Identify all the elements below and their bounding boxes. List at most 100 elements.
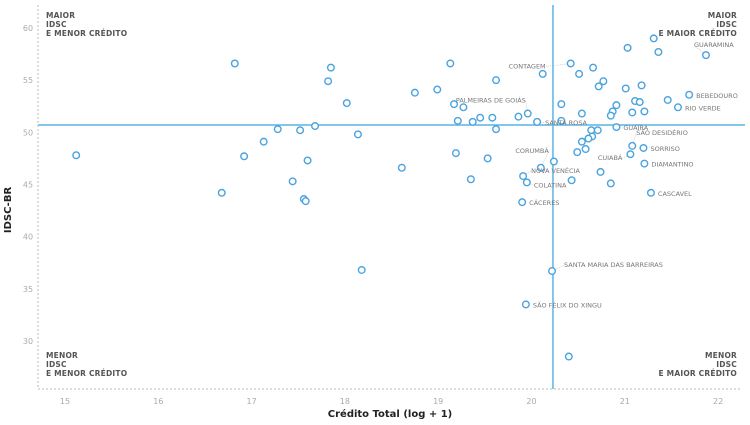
- data-point: [575, 69, 584, 78]
- quadrant-label-top-right: E MAIOR CRÉDITO: [659, 29, 737, 38]
- data-point: [259, 137, 268, 146]
- data-point: [649, 34, 658, 43]
- data-point: [640, 107, 649, 116]
- data-point: [640, 159, 649, 168]
- point-label: RIO VERDE: [685, 104, 721, 112]
- label-leader-line: [526, 182, 534, 186]
- data-point: [577, 137, 586, 146]
- data-point: [476, 113, 485, 122]
- data-point: [701, 51, 710, 60]
- data-point: [523, 109, 532, 118]
- point-label: SANTA ROSA: [545, 119, 587, 127]
- data-point: [353, 130, 362, 139]
- data-point: [446, 59, 455, 68]
- point-label: PALMEIRAS DE GOIÁS: [456, 96, 526, 105]
- quadrant-label-top-right: IDSC: [716, 20, 737, 29]
- data-point: [685, 90, 694, 99]
- y-tick-label: 55: [23, 76, 33, 85]
- y-axis-ticks: 60 55 50 45 40 35 30: [23, 24, 33, 346]
- x-tick-label: 19: [433, 397, 443, 406]
- data-point: [594, 82, 603, 91]
- data-point: [357, 265, 366, 274]
- data-point: [514, 112, 523, 121]
- data-point: [466, 175, 475, 184]
- data-points: [72, 34, 710, 361]
- x-tick-label: 15: [60, 397, 70, 406]
- data-point: [612, 123, 621, 132]
- y-axis-title: IDSC-BR: [3, 187, 14, 234]
- point-label: SANTA MARIA DAS BARREIRAS: [564, 261, 663, 269]
- data-point: [240, 152, 249, 161]
- data-point: [587, 126, 596, 135]
- label-leader-line: [522, 170, 532, 177]
- data-point: [606, 179, 615, 188]
- data-point: [410, 88, 419, 97]
- point-label: GUARAMINA: [694, 41, 734, 49]
- quadrant-label-top-left: E MENOR CRÉDITO: [46, 29, 127, 38]
- point-label: SÃO DESIDÉRIO: [636, 128, 688, 137]
- data-point: [548, 267, 557, 276]
- data-point: [533, 117, 542, 126]
- data-point: [549, 157, 558, 166]
- data-point: [483, 154, 492, 163]
- y-tick-label: 60: [23, 24, 33, 33]
- data-point: [450, 100, 459, 109]
- data-point: [599, 77, 608, 86]
- quadrant-label-top-left: IDSC: [46, 20, 67, 29]
- x-tick-label: 16: [153, 397, 163, 406]
- x-tick-label: 17: [247, 397, 257, 406]
- data-point: [488, 113, 497, 122]
- data-point: [459, 103, 468, 112]
- point-labels: CONTAGEM GUARAMINA BEBEDOURO RIO VERDE PALME…: [456, 41, 738, 309]
- point-label: CORUMBÁ: [515, 146, 549, 155]
- data-point: [538, 69, 547, 78]
- data-point: [303, 156, 312, 165]
- data-point: [522, 178, 531, 187]
- data-point: [596, 167, 605, 176]
- data-point: [635, 98, 644, 107]
- point-label: CASCAVEL: [658, 190, 692, 198]
- data-point: [288, 177, 297, 186]
- data-point: [581, 144, 590, 153]
- y-tick-label: 50: [23, 128, 33, 137]
- data-point: [639, 143, 648, 152]
- quadrant-label-bottom-left: IDSC: [46, 360, 67, 369]
- point-label: COLATINA: [534, 181, 567, 189]
- data-point: [311, 122, 320, 131]
- label-leader-line: [545, 63, 571, 67]
- point-label: BEBEDOURO: [696, 92, 738, 100]
- data-point: [519, 172, 528, 181]
- x-tick-label: 18: [340, 397, 350, 406]
- data-point: [606, 111, 615, 120]
- data-point: [567, 176, 576, 185]
- quadrant-label-bottom-left: E MENOR CRÉDITO: [46, 369, 127, 378]
- data-point: [646, 188, 655, 197]
- data-point: [573, 148, 582, 157]
- data-point: [230, 59, 239, 68]
- data-point: [451, 149, 460, 158]
- data-point: [612, 101, 621, 110]
- point-label: SORRISO: [650, 145, 679, 153]
- data-point: [492, 76, 501, 85]
- data-point: [326, 63, 335, 72]
- y-tick-label: 35: [23, 285, 33, 294]
- data-point: [72, 151, 81, 160]
- y-tick-label: 40: [23, 233, 33, 242]
- data-point: [521, 300, 530, 309]
- y-tick-label: 30: [23, 337, 33, 346]
- data-point: [397, 163, 406, 172]
- data-point: [518, 198, 527, 207]
- x-tick-label: 20: [526, 397, 536, 406]
- data-point: [621, 84, 630, 93]
- data-point: [453, 116, 462, 125]
- y-tick-label: 45: [23, 180, 33, 189]
- data-point: [654, 47, 663, 56]
- data-point: [623, 43, 632, 52]
- label-leader-line: [537, 121, 546, 124]
- point-label: DIAMANTINO: [651, 161, 693, 169]
- data-point: [564, 352, 573, 361]
- point-label: CUIABÁ: [598, 153, 623, 162]
- data-point: [577, 109, 586, 118]
- data-point: [492, 125, 501, 134]
